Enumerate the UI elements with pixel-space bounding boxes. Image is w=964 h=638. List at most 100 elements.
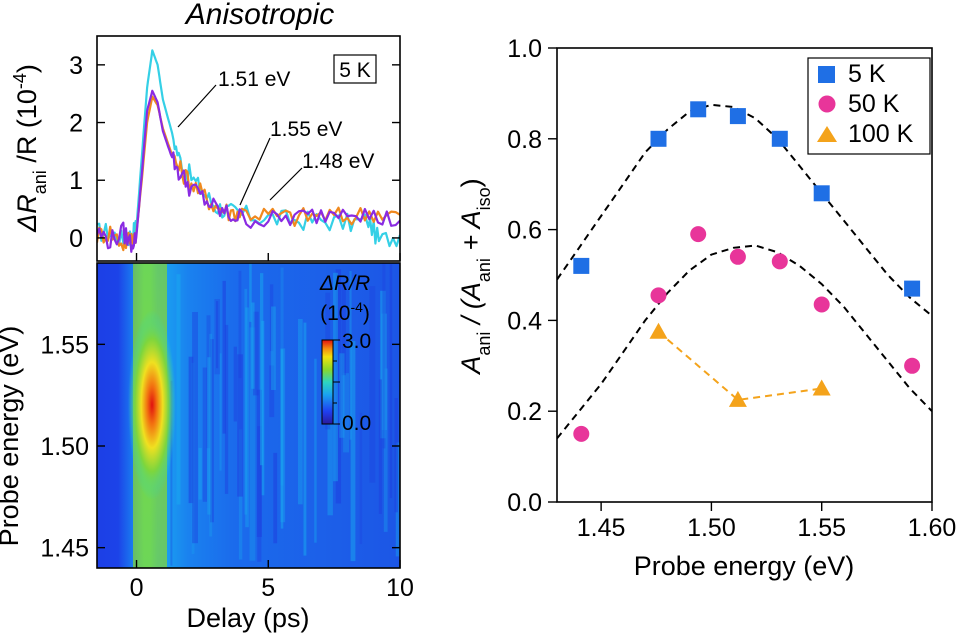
point-50k (650, 287, 667, 304)
ry-close: ) (456, 178, 486, 187)
ry-a2: / (A (456, 282, 486, 332)
heatmap-streak (303, 322, 307, 556)
point-50k (729, 248, 746, 265)
colorbar-ticks (333, 339, 340, 425)
heatmap-xtick-label: 0 (130, 574, 144, 602)
colorbar: ΔR/R (10-4) 3.0 0.0 (319, 272, 371, 435)
heatmap-streak (244, 288, 248, 515)
ylabel-sub-ani: ani (30, 170, 50, 194)
heatmap-streak (191, 362, 195, 554)
heatmap-streak (389, 264, 393, 499)
right-x-ticks: 1.45 1.50 1.55 1.60 (577, 502, 957, 542)
svg-text:ΔRani /R (10-4): ΔRani /R (10-4) (10, 64, 50, 233)
ylabel-close: ) (12, 64, 42, 73)
svg-text:Aani / (Aani + Aiso): Aani / (Aani + Aiso) (456, 178, 494, 375)
point-50k (813, 296, 830, 313)
right-y-ticks: 0.0 0.2 0.4 0.6 0.8 1.0 (507, 35, 557, 517)
top-ytick-label: 3 (69, 52, 83, 80)
series-label-155: 1.55 eV (270, 118, 342, 141)
legend-marker-5k (818, 66, 835, 83)
heatmap-streak (339, 353, 345, 438)
colorbar-unit-close: ) (363, 302, 370, 325)
legend-label-50k: 50 K (848, 90, 900, 118)
top-plot-frame (96, 35, 401, 262)
heatmap-streaks (170, 263, 400, 566)
point-50k (904, 357, 921, 374)
heatmap-streak (335, 269, 342, 504)
colorbar-label: ΔR/R (319, 272, 370, 295)
heatmap-streak (260, 273, 264, 466)
point-5k (904, 280, 921, 297)
heatmap-streak (233, 346, 237, 422)
heatmap-streak (202, 367, 207, 502)
colorbar-unit-base: (10 (320, 302, 350, 325)
top-panel: Anisotropic 0 1 2 3 5 K 1.51 eV 1.55 eV 1.4… (10, 0, 401, 262)
ry-s1: ani (474, 332, 494, 356)
heatmap-xtick-label: 10 (386, 574, 414, 602)
trace-148eV (97, 89, 400, 253)
heatmap-streak (333, 272, 338, 482)
heatmap-panel: 1.45 1.50 1.55 0 5 10 Delay (ps) Probe energ… (0, 262, 414, 633)
top-ytick-label: 2 (69, 110, 83, 138)
point-5k (573, 257, 590, 274)
heatmap-streak (273, 452, 278, 544)
heatmap-x-axis-label: Delay (ps) (186, 603, 309, 633)
heatmap-streak (383, 368, 388, 532)
fit-curves (557, 103, 932, 440)
heatmap-streak (349, 271, 352, 440)
panel-title: Anisotropic (184, 0, 334, 31)
heatmap-streak (207, 357, 211, 515)
heatmap-streak (269, 284, 274, 352)
temp-label-box: 5 K (333, 54, 377, 84)
heatmap-streak (382, 263, 386, 449)
heatmap-streak (216, 301, 219, 369)
heatmap-x-ticks: 0 5 10 (130, 560, 414, 602)
ry-s2: ani (474, 258, 494, 282)
temp-label: 5 K (339, 59, 371, 82)
series-label-151: 1.51 eV (218, 68, 290, 91)
heatmap-streak (280, 267, 284, 486)
label-line-148 (269, 167, 303, 201)
point-100k (728, 390, 747, 407)
heatmap-streak (314, 358, 317, 543)
ylabel-rest: /R (10 (12, 89, 42, 170)
right-ytick-label: 0.8 (507, 126, 542, 154)
ylabel-delta-r: ΔR (12, 194, 42, 233)
right-ytick-label: 0.0 (507, 489, 542, 517)
series-label-148: 1.48 eV (302, 150, 374, 173)
fit-curve-0 (557, 103, 932, 317)
heatmap-ytick-label: 1.45 (40, 535, 89, 563)
top-ytick-label: 1 (69, 167, 83, 195)
heatmap-y-ticks: 1.45 1.50 1.55 (40, 331, 400, 563)
right-xtick-label: 1.45 (577, 514, 626, 542)
heatmap-streak (214, 299, 220, 375)
point-50k (573, 425, 590, 442)
legend: 5 K 50 K 100 K (807, 57, 931, 155)
heatmap-streak (257, 426, 262, 562)
heatmap-streak (341, 283, 346, 376)
heatmap-streak (206, 315, 211, 449)
heatmap-streak (209, 333, 213, 537)
right-ytick-label: 0.6 (507, 217, 542, 245)
right-xtick-label: 1.60 (908, 514, 957, 542)
heatmap-frame (96, 262, 401, 569)
point-5k (650, 130, 667, 147)
right-ytick-label: 0.2 (507, 398, 542, 426)
series-labels: 1.51 eV 1.55 eV 1.48 eV (177, 68, 374, 206)
heatmap-streak (269, 365, 275, 418)
heatmap-streak (198, 447, 202, 500)
point-5k (813, 185, 830, 202)
legend-label-100k: 100 K (848, 120, 914, 148)
heatmap-streak (378, 379, 382, 514)
top-y-ticks: 0 1 2 3 (69, 52, 401, 261)
heatmap-streak (245, 307, 249, 528)
heatmap-streak (249, 327, 256, 561)
heatmap-streak (271, 306, 276, 390)
colorbar-min: 0.0 (342, 412, 371, 435)
top-y-axis-label: ΔRani /R (10-4) (10, 64, 50, 233)
legend-marker-50k (818, 95, 836, 113)
ry-a1: A (456, 356, 486, 376)
heatmap-ytick-label: 1.50 (40, 433, 89, 461)
right-y-axis-label: Aani / (Aani + Aiso) (456, 178, 494, 375)
scatter-points (573, 101, 921, 442)
